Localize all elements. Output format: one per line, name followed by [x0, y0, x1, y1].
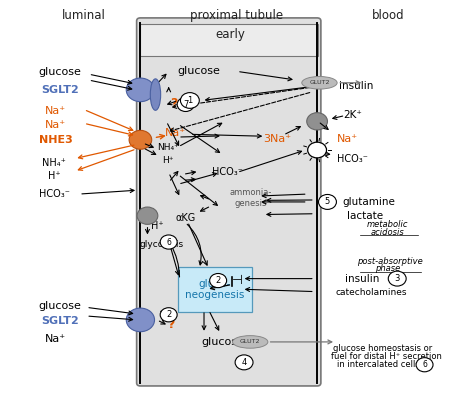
- Text: GLUT2: GLUT2: [240, 339, 260, 345]
- Text: Na⁺: Na⁺: [165, 128, 186, 138]
- Text: ?: ?: [167, 318, 175, 331]
- Circle shape: [388, 271, 406, 286]
- Text: SGLT2: SGLT2: [41, 85, 79, 95]
- Text: proximal tubule: proximal tubule: [191, 9, 283, 22]
- Text: insulin: insulin: [345, 274, 379, 284]
- Text: glutamine: glutamine: [343, 197, 395, 207]
- Text: glucose: glucose: [201, 337, 244, 347]
- Text: insulin: insulin: [338, 81, 373, 91]
- Circle shape: [416, 358, 433, 372]
- Text: glucose homeostasis or: glucose homeostasis or: [333, 345, 433, 354]
- Text: 1: 1: [187, 96, 192, 105]
- Circle shape: [126, 78, 155, 102]
- Text: SGLT2: SGLT2: [41, 316, 79, 326]
- Text: NH₄⁺: NH₄⁺: [157, 143, 179, 152]
- FancyBboxPatch shape: [178, 267, 252, 312]
- Ellipse shape: [150, 79, 161, 110]
- Text: acidosis: acidosis: [371, 228, 405, 237]
- Text: Na⁺: Na⁺: [45, 334, 66, 344]
- Text: catecholamines: catecholamines: [336, 288, 407, 297]
- Text: Na⁺: Na⁺: [45, 106, 66, 116]
- Text: post-absorptive: post-absorptive: [357, 257, 423, 266]
- Text: HCO₃⁻: HCO₃⁻: [337, 154, 368, 164]
- Text: H⁺: H⁺: [162, 156, 173, 165]
- Text: glucose: glucose: [178, 67, 221, 76]
- Text: 2: 2: [166, 310, 171, 319]
- Text: Na⁺: Na⁺: [337, 134, 358, 144]
- Ellipse shape: [302, 76, 337, 89]
- FancyBboxPatch shape: [137, 18, 321, 386]
- Text: glucose: glucose: [39, 301, 82, 311]
- FancyBboxPatch shape: [140, 24, 318, 56]
- Text: 2K⁺: 2K⁺: [343, 110, 362, 120]
- Text: NH₄⁺: NH₄⁺: [42, 158, 66, 168]
- Text: ?: ?: [170, 97, 177, 110]
- Text: 3: 3: [394, 274, 400, 283]
- Text: NHE3: NHE3: [39, 135, 73, 145]
- Circle shape: [126, 308, 155, 332]
- Circle shape: [181, 93, 199, 109]
- Text: H⁺: H⁺: [48, 171, 61, 181]
- Text: αKG: αKG: [175, 213, 195, 223]
- Text: early: early: [215, 28, 245, 41]
- Text: 3Na⁺: 3Na⁺: [263, 134, 291, 144]
- Text: H⁺: H⁺: [151, 221, 163, 230]
- Circle shape: [160, 235, 177, 249]
- Text: glycolysis: glycolysis: [139, 240, 183, 249]
- Text: ⊣: ⊣: [232, 274, 242, 287]
- Text: Na⁺: Na⁺: [45, 120, 66, 130]
- Text: glucose: glucose: [39, 67, 82, 77]
- Text: blood: blood: [372, 9, 404, 22]
- Text: metabolic: metabolic: [367, 220, 409, 229]
- Text: 7: 7: [183, 100, 188, 109]
- Circle shape: [160, 308, 177, 322]
- Text: in intercalated cells: in intercalated cells: [337, 360, 420, 369]
- Text: 5: 5: [325, 198, 330, 206]
- Text: MAP17: MAP17: [153, 85, 158, 104]
- Text: HCO₃⁻: HCO₃⁻: [212, 168, 243, 177]
- Text: gluco-
neogenesis: gluco- neogenesis: [185, 279, 245, 301]
- Circle shape: [177, 97, 194, 112]
- Text: fuel for distal H⁺ secretion: fuel for distal H⁺ secretion: [331, 352, 442, 362]
- Text: HCO₃⁻: HCO₃⁻: [39, 189, 70, 199]
- Circle shape: [235, 355, 253, 370]
- Circle shape: [137, 207, 158, 225]
- Text: 6: 6: [166, 238, 171, 247]
- Text: 2: 2: [216, 276, 221, 285]
- Text: ammonia-
genesis: ammonia- genesis: [230, 188, 273, 208]
- Text: luminal: luminal: [62, 9, 106, 22]
- Text: 4: 4: [241, 358, 246, 367]
- Text: lactate: lactate: [347, 211, 383, 221]
- Circle shape: [129, 130, 152, 149]
- Text: phase: phase: [375, 264, 401, 273]
- Text: GLUT2: GLUT2: [309, 80, 330, 85]
- Text: 6: 6: [422, 360, 427, 369]
- Ellipse shape: [233, 336, 268, 348]
- Circle shape: [308, 142, 327, 158]
- Circle shape: [210, 274, 227, 287]
- Circle shape: [319, 194, 337, 209]
- Circle shape: [307, 113, 328, 130]
